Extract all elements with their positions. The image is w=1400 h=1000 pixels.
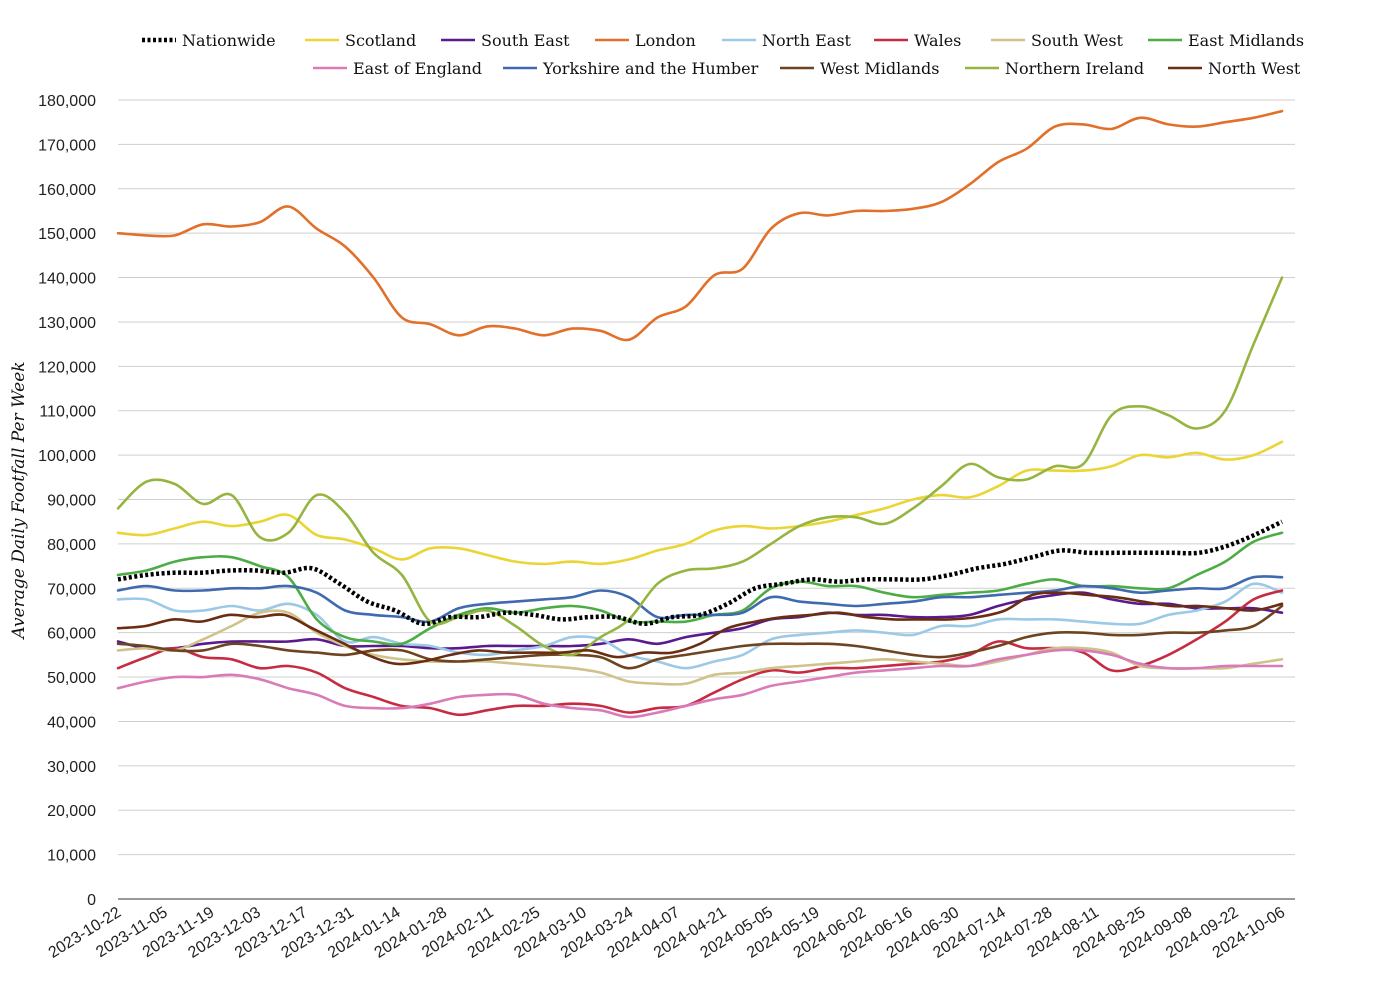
y-tick-label: 10,000	[47, 848, 96, 865]
legend-label: South West	[1031, 31, 1124, 50]
y-tick-label: 180,000	[38, 93, 96, 110]
legend-label: North West	[1208, 59, 1301, 78]
gridlines	[118, 99, 1295, 856]
y-axis-title: Average Daily Footfall Per Week	[9, 361, 29, 640]
series-line-north-west	[116, 591, 1284, 666]
y-tick-label: 160,000	[38, 182, 96, 199]
series-lines	[116, 109, 1284, 719]
y-axis-ticks: 0 10,000 20,000 30,000 40,000 50,000 60,000 70,…	[38, 93, 96, 909]
series-line-west-midlands	[116, 604, 1284, 670]
series-line-south-east	[116, 591, 1284, 651]
y-tick-label: 70,000	[47, 581, 96, 598]
y-tick-label: 20,000	[47, 803, 96, 820]
y-tick-label: 170,000	[38, 137, 96, 154]
y-tick-label: 0	[87, 892, 96, 909]
series-line-scotland	[116, 440, 1284, 566]
legend-label: London	[635, 31, 696, 50]
y-tick-label: 80,000	[47, 537, 96, 554]
x-axis-ticks: 2023-10-222023-11-052023-11-192023-12-03…	[46, 904, 1289, 962]
y-tick-label: 90,000	[47, 493, 96, 510]
legend-label: Northern Ireland	[1005, 59, 1144, 78]
legend: Nationwide Scotland South East London North …	[142, 31, 1304, 78]
y-tick-label: 40,000	[47, 714, 96, 731]
y-tick-label: 140,000	[38, 271, 96, 288]
y-tick-label: 150,000	[38, 226, 96, 243]
series-line-northern-ireland	[116, 276, 1284, 657]
legend-label: Yorkshire and the Humber	[542, 59, 759, 78]
legend-label: Wales	[914, 31, 961, 50]
legend-label: South East	[481, 31, 570, 50]
series-line-east-of-england	[116, 648, 1284, 719]
series-line-south-west	[116, 609, 1284, 686]
series-line-nationwide	[117, 519, 1283, 627]
legend-label: Nationwide	[182, 31, 276, 50]
y-tick-label: 30,000	[47, 759, 96, 776]
y-tick-label: 100,000	[38, 448, 96, 465]
series-line-london	[116, 109, 1284, 342]
y-tick-label: 120,000	[38, 359, 96, 376]
series-line-north-east	[116, 582, 1284, 670]
legend-label: West Midlands	[820, 59, 940, 78]
y-tick-label: 60,000	[47, 626, 96, 643]
legend-label: East of England	[353, 59, 482, 78]
legend-label: Scotland	[345, 31, 416, 50]
y-tick-label: 50,000	[47, 670, 96, 687]
y-tick-label: 110,000	[39, 404, 96, 421]
legend-label: North East	[762, 31, 852, 50]
legend-label: East Midlands	[1188, 31, 1304, 50]
y-tick-label: 130,000	[38, 315, 96, 332]
series-line-wales	[116, 589, 1284, 717]
